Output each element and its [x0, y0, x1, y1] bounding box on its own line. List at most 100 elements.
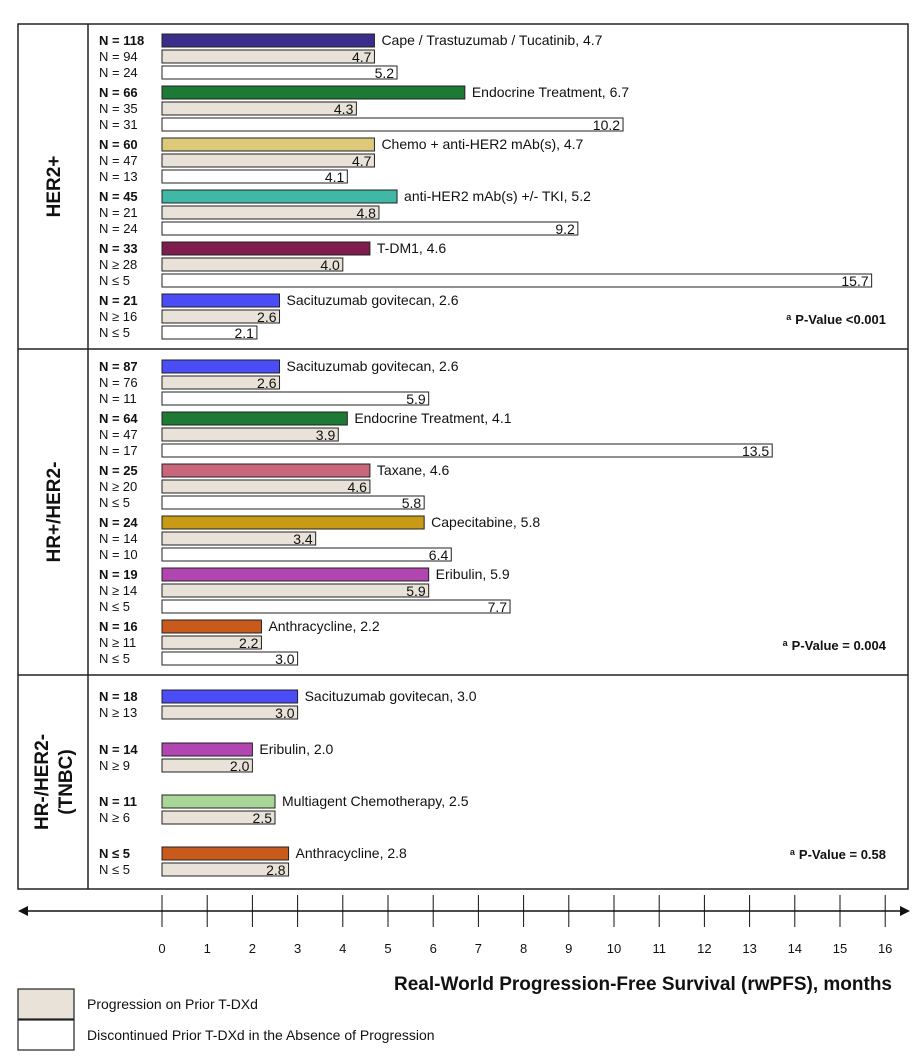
group-n-label: N = 25 — [99, 463, 138, 478]
overall-bar-label: Sacituzumab govitecan, 2.6 — [287, 358, 459, 374]
x-axis-tick-label: 9 — [565, 941, 572, 956]
overall-bar-label: Chemo + anti-HER2 mAb(s), 4.7 — [381, 136, 583, 152]
subgroup-n-label: N = 24 — [99, 221, 138, 236]
x-axis-tick-label: 2 — [249, 941, 256, 956]
subgroup-n-label: N = 35 — [99, 101, 138, 116]
overall-bar — [161, 359, 281, 374]
overall-bar — [161, 85, 466, 100]
overall-bar-label: Anthracycline, 2.2 — [268, 618, 379, 634]
overall-bar-label: Taxane, 4.6 — [377, 462, 450, 478]
subgroup-n-label: N = 31 — [99, 117, 138, 132]
bar-value-label: 2.8 — [266, 862, 286, 878]
progression-bar — [161, 862, 290, 877]
bar-value-label: 2.6 — [257, 309, 277, 325]
subgroup-n-label: N ≤ 5 — [99, 862, 130, 877]
discontinued-bar — [161, 599, 511, 614]
group-n-label: N = 21 — [99, 293, 138, 308]
progression-bar — [161, 705, 299, 720]
x-axis-tick-label: 13 — [742, 941, 756, 956]
bar-value-label: 2.6 — [257, 375, 277, 391]
group-n-label: N = 33 — [99, 241, 138, 256]
progression-bar — [161, 810, 276, 825]
x-axis-tick-label: 7 — [475, 941, 482, 956]
group-n-label: N = 45 — [99, 189, 138, 204]
group-n-label: N = 87 — [99, 359, 138, 374]
bar-value-label: 9.2 — [555, 221, 575, 237]
bar-value-label: 4.8 — [356, 205, 376, 221]
p-value-label: a P-Value = 0.004 — [783, 638, 887, 653]
subgroup-n-label: N ≤ 5 — [99, 325, 130, 340]
group-n-label: N = 118 — [99, 33, 144, 48]
bar-value-label: 2.2 — [239, 635, 259, 651]
discontinued-bar — [161, 273, 873, 288]
discontinued-bar — [161, 495, 425, 510]
progression-bar — [161, 758, 253, 773]
subgroup-n-label: N = 24 — [99, 65, 138, 80]
discontinued-bar — [161, 443, 773, 458]
group-n-label: N = 19 — [99, 567, 138, 582]
overall-bar-label: Sacituzumab govitecan, 2.6 — [287, 292, 459, 308]
x-axis-tick-label: 14 — [788, 941, 802, 956]
overall-bar — [161, 689, 299, 704]
panel-label: HER2+ — [44, 156, 65, 218]
bar-value-label: 4.3 — [334, 101, 354, 117]
subgroup-n-label: N ≤ 5 — [99, 273, 130, 288]
panel-frame — [17, 23, 909, 890]
overall-bar-label: Eribulin, 5.9 — [436, 566, 510, 582]
overall-bar — [161, 411, 348, 426]
overall-bar-label: Endocrine Treatment, 4.1 — [354, 410, 511, 426]
discontinued-bar — [161, 391, 430, 406]
progression-bar — [161, 427, 339, 442]
group-n-label: N = 24 — [99, 515, 138, 530]
bar-value-label: 4.6 — [347, 479, 367, 495]
progression-bar — [161, 635, 262, 650]
subgroup-n-label: N ≥ 16 — [99, 309, 137, 324]
progression-bar — [161, 531, 317, 546]
group-n-label: N = 60 — [99, 137, 138, 152]
discontinued-bar — [161, 117, 624, 132]
legend-swatch-progression — [17, 988, 75, 1020]
p-value-text: P-Value <0.001 — [795, 312, 886, 327]
subgroup-n-label: N ≥ 6 — [99, 810, 130, 825]
x-axis-tick-label: 16 — [878, 941, 892, 956]
group-n-label: N = 16 — [99, 619, 138, 634]
overall-bar — [161, 33, 375, 48]
bar-value-label: 3.0 — [275, 705, 295, 721]
x-axis-tick-label: 6 — [430, 941, 437, 956]
subgroup-n-label: N = 10 — [99, 547, 138, 562]
subgroup-n-label: N = 47 — [99, 153, 138, 168]
p-value-superscript: a — [786, 312, 792, 322]
legend-swatch-discontinued — [17, 1019, 75, 1051]
x-axis-tick-label: 12 — [697, 941, 711, 956]
p-value-label: a P-Value = 0.58 — [790, 847, 886, 862]
subgroup-n-label: N = 11 — [99, 391, 137, 406]
bar-value-label: 2.0 — [230, 758, 250, 774]
overall-bar — [161, 846, 290, 861]
group-n-label: N = 14 — [99, 742, 138, 757]
bar-value-label: 2.5 — [253, 810, 273, 826]
overall-bar — [161, 567, 430, 582]
bar-value-label: 5.9 — [406, 391, 426, 407]
bar-value-label: 4.7 — [352, 49, 372, 65]
progression-bar — [161, 257, 344, 272]
subgroup-n-label: N = 14 — [99, 531, 138, 546]
progression-bar — [161, 375, 281, 390]
x-axis-tick-label: 8 — [520, 941, 527, 956]
bar-value-label: 3.4 — [293, 531, 313, 547]
overall-bar-label: anti-HER2 mAb(s) +/- TKI, 5.2 — [404, 188, 591, 204]
overall-bar-label: Anthracycline, 2.8 — [296, 845, 407, 861]
bar-value-label: 3.9 — [316, 427, 336, 443]
subgroup-n-label: N = 76 — [99, 375, 138, 390]
subgroup-n-label: N ≥ 14 — [99, 583, 137, 598]
bar-value-label: 15.7 — [841, 273, 868, 289]
bar-value-label: 7.7 — [488, 599, 508, 615]
x-axis-tick-label: 1 — [204, 941, 211, 956]
bar-value-label: 5.2 — [375, 65, 395, 81]
x-axis-tick-label: 4 — [339, 941, 346, 956]
subgroup-n-label: N = 21 — [99, 205, 138, 220]
discontinued-bar — [161, 651, 299, 666]
overall-bar-label: T-DM1, 4.6 — [377, 240, 446, 256]
discontinued-bar — [161, 65, 398, 80]
